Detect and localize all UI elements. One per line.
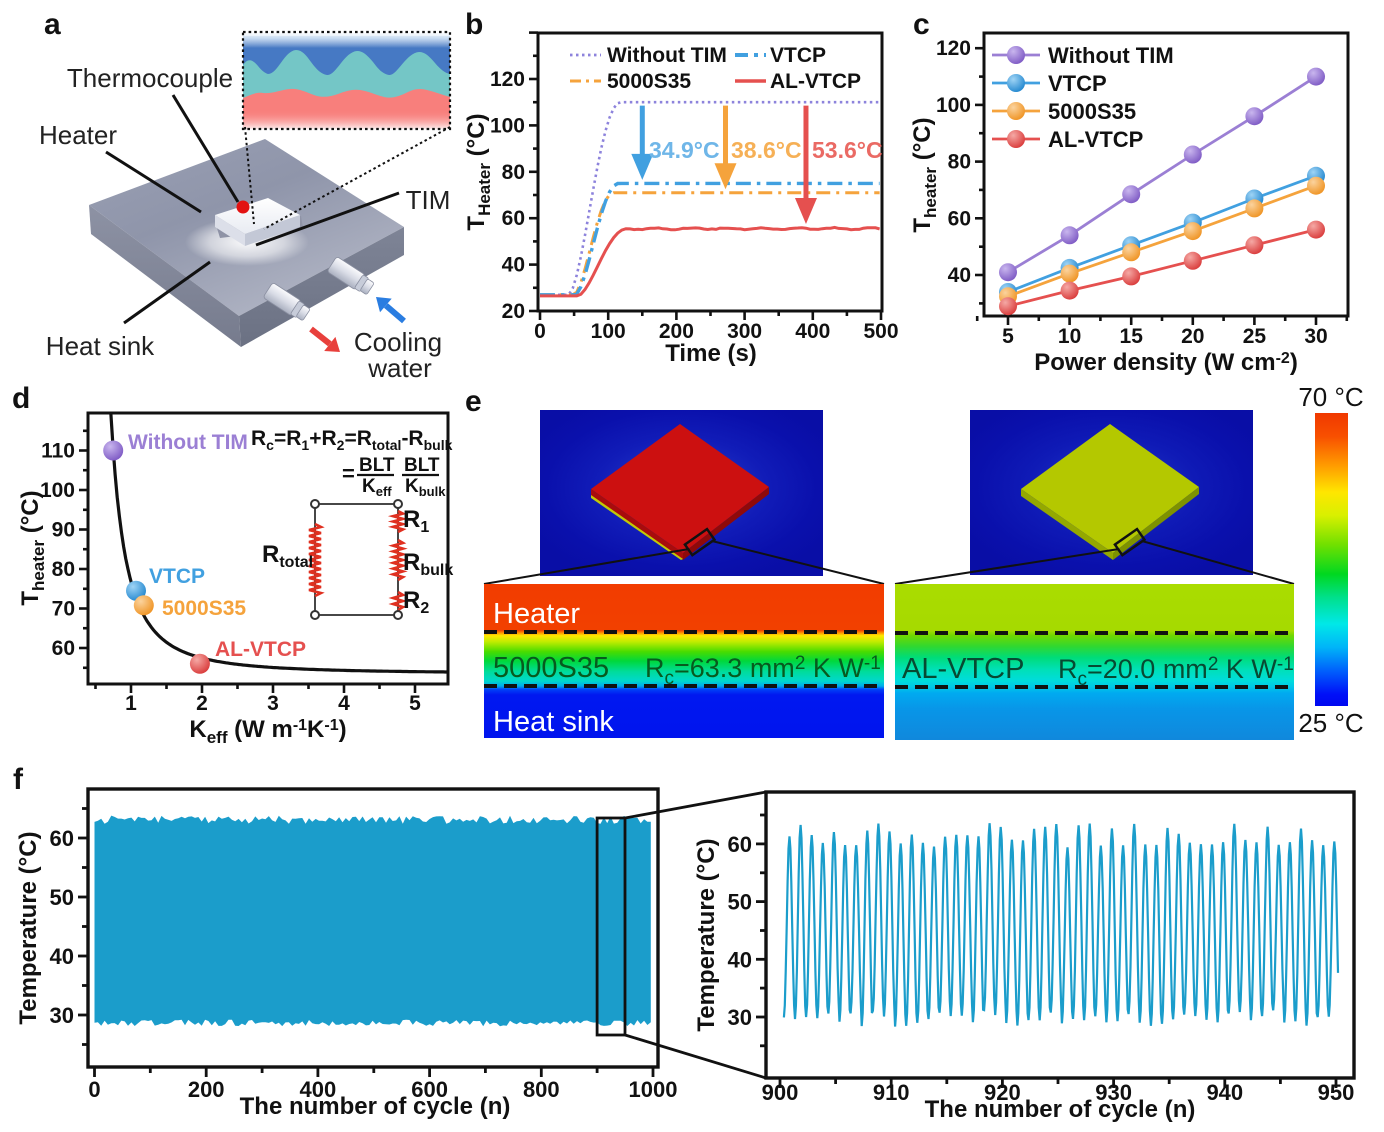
svg-text:90: 90 bbox=[52, 519, 75, 542]
svg-text:The number of cycle (n): The number of cycle (n) bbox=[925, 1096, 1196, 1123]
svg-text:100: 100 bbox=[591, 320, 626, 343]
svg-text:100: 100 bbox=[40, 479, 75, 502]
svg-text:200: 200 bbox=[659, 320, 694, 343]
svg-text:Heat sink: Heat sink bbox=[46, 331, 155, 361]
svg-text:5000S35: 5000S35 bbox=[162, 597, 246, 620]
svg-text:30: 30 bbox=[50, 1003, 74, 1028]
svg-text:AL-VTCP: AL-VTCP bbox=[215, 638, 306, 661]
svg-text:40: 40 bbox=[728, 947, 752, 972]
svg-text:0: 0 bbox=[88, 1077, 100, 1102]
svg-text:100: 100 bbox=[490, 114, 525, 137]
svg-text:THeater (°C): THeater (°C) bbox=[463, 113, 494, 230]
svg-text:500: 500 bbox=[863, 320, 898, 343]
svg-text:5000S35: 5000S35 bbox=[607, 70, 691, 93]
svg-text:30: 30 bbox=[728, 1005, 752, 1030]
svg-text:20: 20 bbox=[1181, 325, 1204, 348]
svg-text:60: 60 bbox=[948, 207, 971, 230]
svg-text:900: 900 bbox=[762, 1080, 799, 1105]
svg-text:Temperature (°C): Temperature (°C) bbox=[693, 838, 720, 1031]
svg-text:Theater (°C): Theater (°C) bbox=[17, 490, 48, 605]
svg-text:80: 80 bbox=[502, 161, 525, 184]
svg-text:AL-VTCP: AL-VTCP bbox=[1048, 127, 1143, 152]
svg-text:80: 80 bbox=[52, 558, 75, 581]
svg-text:920: 920 bbox=[984, 1080, 1021, 1105]
svg-text:Thermocouple: Thermocouple bbox=[67, 63, 233, 93]
svg-text:60: 60 bbox=[52, 637, 75, 660]
svg-text:110: 110 bbox=[41, 440, 75, 463]
svg-text:30: 30 bbox=[1304, 325, 1327, 348]
svg-text:Heater: Heater bbox=[39, 120, 117, 150]
svg-text:38.6°C: 38.6°C bbox=[731, 137, 802, 163]
svg-text:40: 40 bbox=[948, 264, 971, 287]
svg-text:1000: 1000 bbox=[629, 1077, 678, 1102]
svg-text:TIM: TIM bbox=[406, 185, 451, 215]
svg-text:VTCP: VTCP bbox=[1048, 71, 1107, 96]
svg-text:15: 15 bbox=[1120, 325, 1144, 348]
svg-text:The number of cycle (n): The number of cycle (n) bbox=[240, 1093, 511, 1120]
svg-text:4: 4 bbox=[338, 692, 350, 715]
svg-text:50: 50 bbox=[728, 890, 752, 915]
svg-text:70: 70 bbox=[52, 598, 75, 621]
svg-text:600: 600 bbox=[411, 1077, 448, 1102]
svg-text:3: 3 bbox=[267, 692, 279, 715]
svg-text:120: 120 bbox=[936, 37, 971, 60]
svg-text:5000S35: 5000S35 bbox=[1048, 99, 1136, 124]
svg-text:Without TIM: Without TIM bbox=[128, 431, 248, 454]
svg-text:950: 950 bbox=[1318, 1080, 1355, 1105]
svg-text:940: 940 bbox=[1206, 1080, 1243, 1105]
svg-text:25 °C: 25 °C bbox=[1298, 708, 1363, 738]
svg-text:Heater: Heater bbox=[493, 598, 580, 630]
svg-text:400: 400 bbox=[300, 1077, 337, 1102]
svg-text:70 °C: 70 °C bbox=[1298, 382, 1363, 412]
svg-text:water: water bbox=[367, 353, 432, 383]
svg-text:34.9°C: 34.9°C bbox=[649, 137, 720, 163]
svg-text:Heat sink: Heat sink bbox=[493, 706, 614, 738]
svg-text:930: 930 bbox=[1095, 1080, 1132, 1105]
svg-text:400: 400 bbox=[795, 320, 830, 343]
svg-text:Rc=R1+R2=Rtotal-Rbulk: Rc=R1+R2=Rtotal-Rbulk bbox=[251, 427, 453, 453]
svg-text:Without TIM: Without TIM bbox=[607, 44, 727, 67]
svg-text:Theater (°C): Theater (°C) bbox=[910, 117, 940, 232]
svg-text:200: 200 bbox=[188, 1077, 225, 1102]
svg-text:300: 300 bbox=[727, 320, 762, 343]
svg-text:910: 910 bbox=[873, 1080, 910, 1105]
svg-text:60: 60 bbox=[728, 832, 752, 857]
svg-text:AL-VTCP: AL-VTCP bbox=[902, 653, 1024, 685]
svg-text:10: 10 bbox=[1058, 325, 1081, 348]
svg-text:20: 20 bbox=[502, 300, 525, 323]
svg-text:Time (s): Time (s) bbox=[665, 340, 757, 367]
svg-text:5: 5 bbox=[1002, 325, 1014, 348]
svg-text:100: 100 bbox=[936, 94, 971, 117]
svg-text:Without TIM: Without TIM bbox=[1048, 43, 1174, 68]
svg-text:Temperature (°C): Temperature (°C) bbox=[15, 831, 42, 1024]
svg-text:Cooling: Cooling bbox=[354, 327, 442, 357]
svg-text:=: = bbox=[342, 461, 355, 486]
svg-text:53.6°C: 53.6°C bbox=[812, 137, 883, 163]
svg-text:5: 5 bbox=[409, 692, 421, 715]
svg-text:800: 800 bbox=[523, 1077, 560, 1102]
svg-text:25: 25 bbox=[1243, 325, 1267, 348]
svg-text:2: 2 bbox=[196, 692, 208, 715]
svg-text:50: 50 bbox=[50, 885, 74, 910]
svg-text:VTCP: VTCP bbox=[770, 44, 826, 67]
svg-text:1: 1 bbox=[125, 692, 137, 715]
svg-text:120: 120 bbox=[490, 68, 525, 91]
svg-text:AL-VTCP: AL-VTCP bbox=[770, 70, 861, 93]
svg-text:60: 60 bbox=[50, 826, 74, 851]
svg-text:Power density (W cm-2): Power density (W cm-2) bbox=[1034, 349, 1298, 376]
svg-text:BLT: BLT bbox=[359, 455, 395, 476]
svg-text:VTCP: VTCP bbox=[149, 565, 205, 588]
svg-text:Keff (W m-1K-1): Keff (W m-1K-1) bbox=[189, 716, 346, 747]
svg-text:5000S35: 5000S35 bbox=[493, 652, 609, 684]
svg-text:BLT: BLT bbox=[404, 455, 440, 476]
svg-text:40: 40 bbox=[50, 944, 74, 969]
svg-text:40: 40 bbox=[502, 254, 525, 277]
svg-text:80: 80 bbox=[948, 151, 971, 174]
svg-text:60: 60 bbox=[502, 207, 525, 230]
svg-text:0: 0 bbox=[534, 320, 546, 343]
